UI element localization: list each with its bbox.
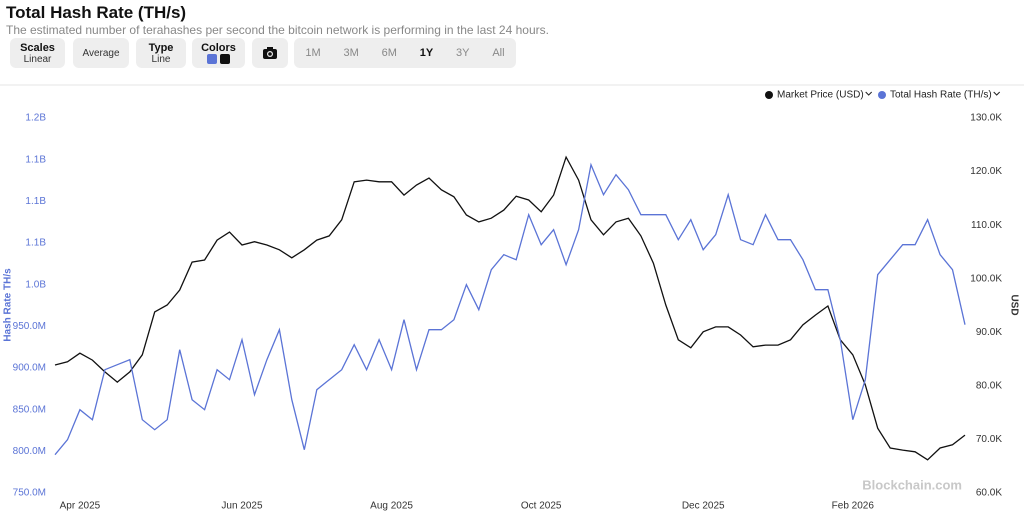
watermark: Blockchain.com: [862, 477, 962, 492]
y2-tick-label: 130.0K: [970, 113, 1002, 124]
legend-label: Total Hash Rate (TH/s): [890, 90, 992, 101]
y-tick-label: 1.2B: [25, 113, 46, 124]
y2-tick-label: 120.0K: [970, 166, 1002, 177]
legend-label: Market Price (USD): [777, 90, 864, 101]
y2-tick-label: 110.0K: [971, 220, 1002, 231]
range-button[interactable]: 6M: [381, 47, 397, 59]
range-selector: 1M 3M 6M 1Y 3Y All: [294, 38, 516, 68]
y-tick-label: 1.0B: [25, 279, 46, 290]
range-button[interactable]: 1M: [305, 47, 321, 59]
camera-icon: [263, 47, 277, 59]
series-line: [54, 162, 966, 456]
legend-chevron: [865, 91, 873, 96]
swatch: [207, 54, 218, 64]
legend-chevron: [993, 91, 1001, 96]
label: Scales: [20, 42, 55, 54]
subtitle: The estimated number of terahashes per s…: [6, 23, 549, 37]
range-button[interactable]: 1Y: [419, 47, 434, 59]
x-tick-label: Oct 2025: [521, 501, 562, 512]
value: Line: [151, 54, 171, 65]
range-button[interactable]: 3Y: [456, 47, 470, 59]
y-tick-label: 850.0M: [13, 404, 46, 415]
y2-tick-label: 90.0K: [976, 327, 1002, 338]
label: Average: [82, 48, 120, 59]
series-line: [54, 155, 966, 461]
legend-dot: [765, 91, 773, 99]
y-tick-label: 950.0M: [13, 321, 46, 332]
x-tick-label: Apr 2025: [60, 501, 101, 512]
scales-button[interactable]: Scales Linear: [10, 38, 65, 68]
title: Total Hash Rate (TH/s): [6, 3, 187, 22]
y2-tick-label: 80.0K: [976, 380, 1002, 391]
label: Type: [148, 42, 174, 54]
camera-button[interactable]: [252, 38, 288, 68]
x-tick-label: Jun 2025: [221, 501, 263, 512]
label: Colors: [201, 42, 236, 54]
value: Linear: [23, 54, 52, 65]
type-button[interactable]: Type Line: [136, 38, 186, 68]
y-tick-label: 900.0M: [13, 363, 46, 374]
y2-tick-label: 60.0K: [976, 488, 1002, 499]
y2-axis-label: USD: [1008, 294, 1019, 315]
legend-item: Total Hash Rate (TH/s): [878, 90, 1001, 101]
x-tick-label: Aug 2025: [370, 501, 413, 512]
y2-tick-label: 100.0K: [970, 273, 1002, 284]
y-tick-label: 1.1B: [25, 154, 46, 165]
y-tick-label: 1.1B: [25, 238, 46, 249]
y-tick-label: 1.1B: [25, 196, 46, 207]
legend-item: Market Price (USD): [765, 90, 873, 101]
legend-dot: [878, 91, 886, 99]
y2-tick-label: 70.0K: [976, 434, 1002, 445]
x-tick-label: Feb 2026: [832, 501, 875, 512]
swatch: [219, 54, 230, 64]
range-button[interactable]: All: [492, 47, 505, 59]
colors-button[interactable]: Colors: [192, 38, 245, 68]
x-tick-label: Dec 2025: [682, 501, 725, 512]
range-button[interactable]: 3M: [343, 47, 359, 59]
y-tick-label: 800.0M: [13, 446, 46, 457]
y-tick-label: 750.0M: [13, 488, 46, 499]
average-button[interactable]: Average: [73, 38, 129, 68]
y-axis-label: Hash Rate TH/s: [3, 268, 14, 342]
